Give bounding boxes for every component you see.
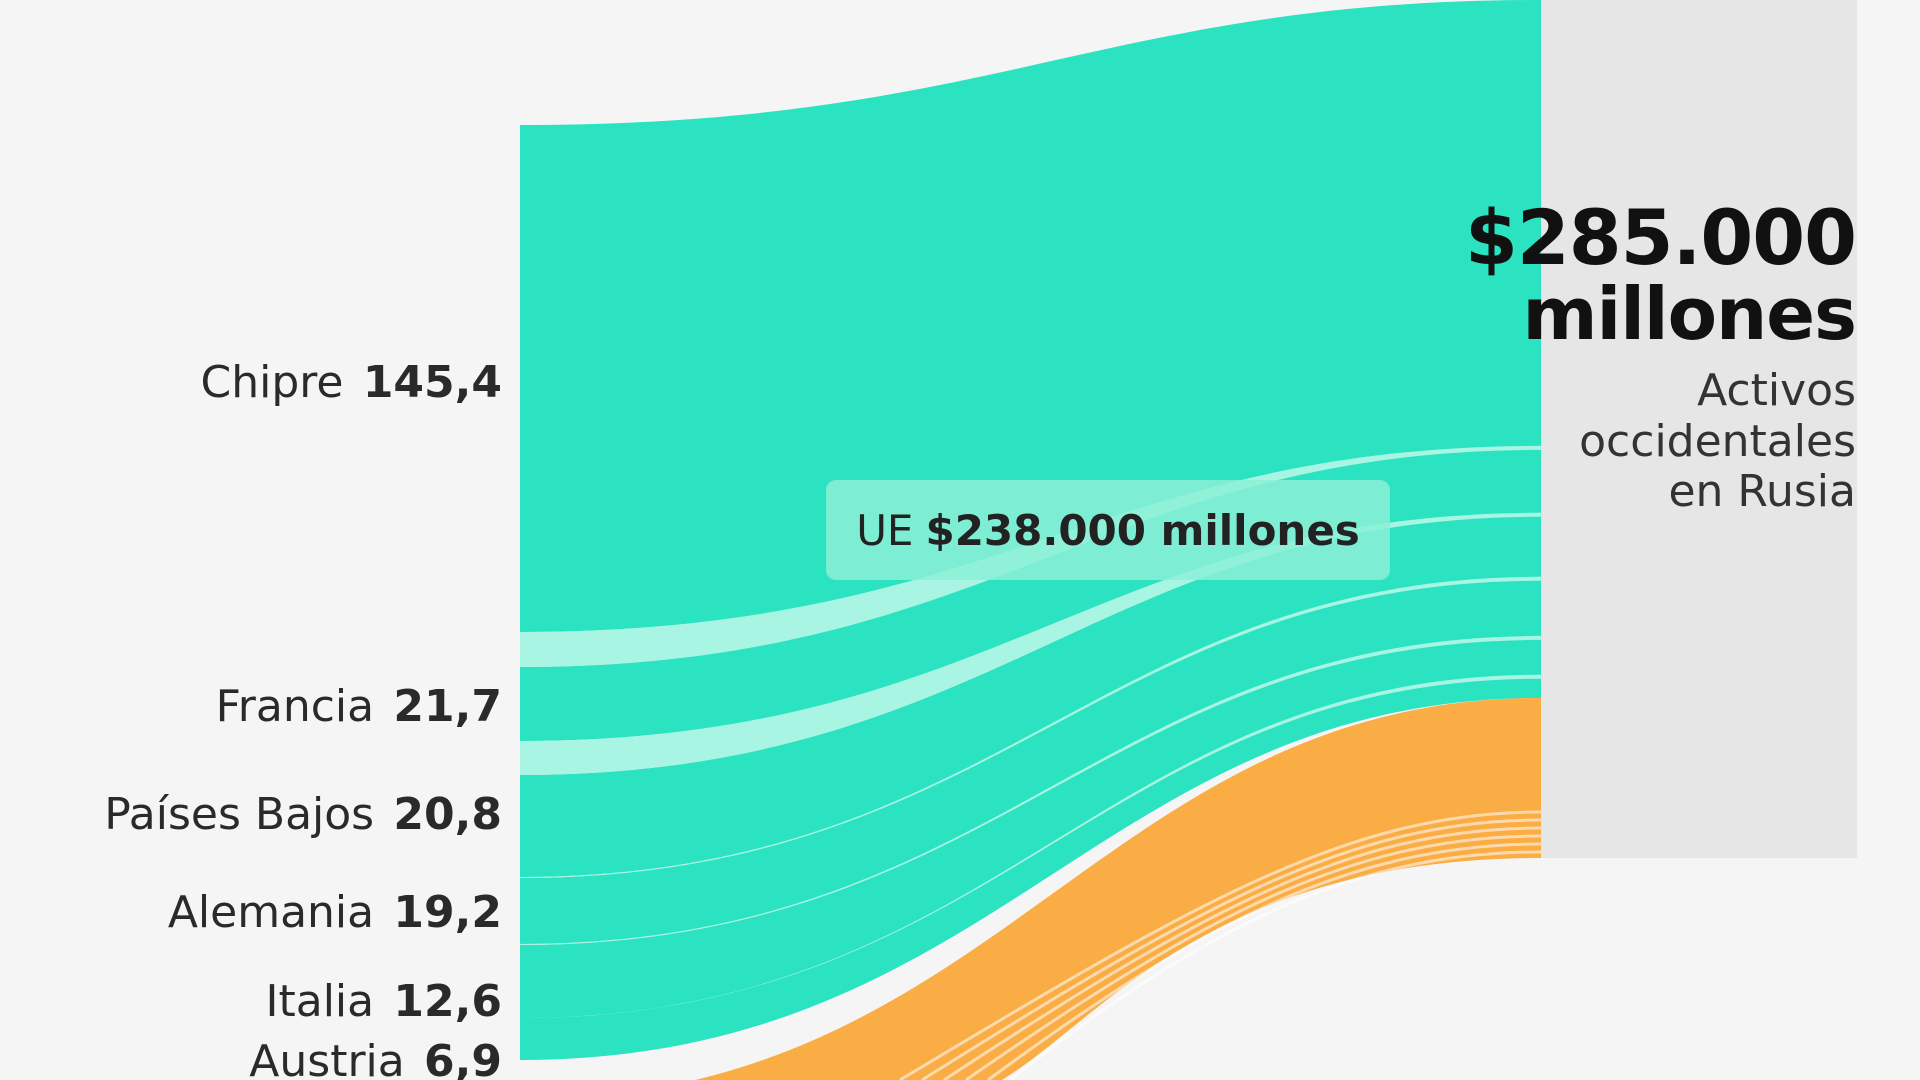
target-label: Activos occidentales en Rusia bbox=[1579, 365, 1856, 518]
label-value-5: 6,9 bbox=[408, 1036, 502, 1080]
label-5: Austria 6,9 bbox=[249, 1040, 502, 1080]
label-2: Países Bajos 20,8 bbox=[104, 793, 502, 837]
label-value-2: 20,8 bbox=[378, 789, 502, 840]
flow-separator-1 bbox=[520, 512, 1541, 775]
label-name-0: Chipre bbox=[200, 357, 344, 408]
non-eu-strand-0 bbox=[899, 810, 1542, 1080]
label-value-1: 21,7 bbox=[378, 681, 502, 732]
non-eu-strand-4 bbox=[987, 842, 1542, 1080]
target-total: $285.000 millones Activos occidentales e… bbox=[1464, 193, 1857, 518]
flow-4 bbox=[520, 637, 1541, 1018]
label-value-0: 145,4 bbox=[347, 357, 502, 408]
flow-3 bbox=[520, 578, 1541, 944]
label-value-3: 19,2 bbox=[378, 887, 502, 938]
label-name-4: Italia bbox=[265, 976, 375, 1027]
label-1: Francia 21,7 bbox=[216, 685, 502, 729]
label-name-5: Austria bbox=[249, 1036, 405, 1080]
non-eu-strand-3 bbox=[965, 834, 1542, 1080]
non-eu-strand-1 bbox=[921, 818, 1542, 1080]
flow-5 bbox=[520, 676, 1541, 1060]
label-0: Chipre 145,4 bbox=[201, 361, 502, 405]
eu-prefix: UE bbox=[856, 505, 914, 555]
target-unit: millones bbox=[1522, 272, 1857, 356]
target-amount: $285.000 bbox=[1464, 193, 1857, 282]
flow-0 bbox=[520, 0, 1541, 632]
eu-total-label: UE $238.000 millones bbox=[826, 480, 1390, 580]
label-value-4: 12,6 bbox=[378, 976, 502, 1027]
non-eu-strand-5 bbox=[1009, 850, 1542, 1080]
label-name-1: Francia bbox=[215, 681, 375, 732]
label-3: Alemania 19,2 bbox=[168, 891, 502, 935]
target-bar bbox=[1541, 0, 1857, 858]
flow-non-eu bbox=[695, 698, 1541, 1080]
label-name-3: Alemania bbox=[167, 887, 375, 938]
eu-value: $238.000 millones bbox=[925, 505, 1360, 555]
label-name-2: Países Bajos bbox=[104, 789, 375, 840]
flow-2 bbox=[520, 514, 1541, 877]
non-eu-strand-2 bbox=[943, 826, 1542, 1080]
label-4: Italia 12,6 bbox=[266, 980, 503, 1024]
flows-group bbox=[520, 0, 1542, 1080]
